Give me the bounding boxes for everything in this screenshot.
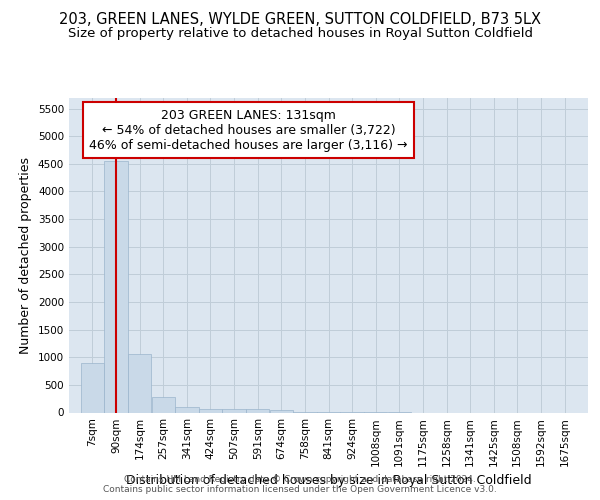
X-axis label: Distribution of detached houses by size in Royal Sutton Coldfield: Distribution of detached houses by size …: [125, 474, 532, 488]
Bar: [152, 397, 175, 412]
Text: 203 GREEN LANES: 131sqm
← 54% of detached houses are smaller (3,722)
46% of semi: 203 GREEN LANES: 131sqm ← 54% of detache…: [89, 108, 408, 152]
Text: 203, GREEN LANES, WYLDE GREEN, SUTTON COLDFIELD, B73 5LX: 203, GREEN LANES, WYLDE GREEN, SUTTON CO…: [59, 12, 541, 28]
Y-axis label: Number of detached properties: Number of detached properties: [19, 156, 32, 354]
Bar: [128, 354, 151, 412]
Text: Size of property relative to detached houses in Royal Sutton Coldfield: Size of property relative to detached ho…: [67, 28, 533, 40]
Bar: [269, 410, 293, 412]
Bar: [81, 363, 104, 412]
Bar: [246, 409, 269, 412]
Text: Contains HM Land Registry data © Crown copyright and database right 2024.
Contai: Contains HM Land Registry data © Crown c…: [103, 474, 497, 494]
Bar: [223, 410, 245, 412]
Bar: [175, 407, 199, 412]
Bar: [199, 408, 222, 412]
Bar: [104, 161, 128, 412]
